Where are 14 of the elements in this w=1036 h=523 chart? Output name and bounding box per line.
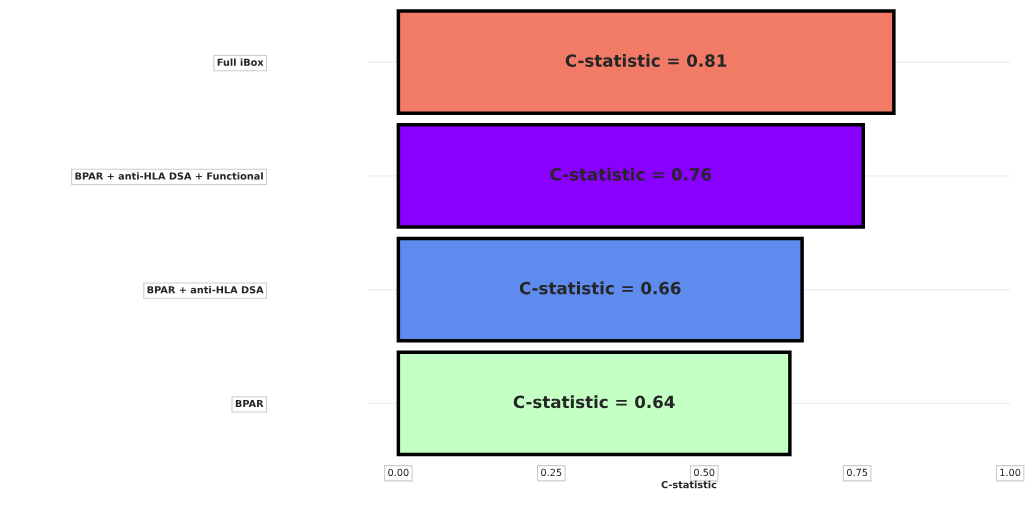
y-tick-label: BPAR + anti-HLA DSA [147,285,264,294]
y-tick-label: Full iBox [217,58,264,66]
y-tick-label: BPAR + anti-HLA DSA + Functional [75,172,263,180]
x-tick-label: 0.50 [694,468,715,477]
x-tick-label: 0.00 [388,468,409,477]
x-tick-label: 0.75 [846,468,868,477]
data-label: C-statistic = 0.64 [513,395,675,409]
x-axis-title: C-statistic [661,480,717,489]
x-tick-label: 1.00 [1000,468,1021,477]
data-label: C-statistic = 0.66 [519,281,681,295]
y-tick-label: BPAR [235,399,264,408]
x-tick-label: 0.25 [541,468,562,477]
data-label: C-statistic = 0.76 [550,167,712,181]
data-label: C-statistic = 0.81 [565,54,727,67]
